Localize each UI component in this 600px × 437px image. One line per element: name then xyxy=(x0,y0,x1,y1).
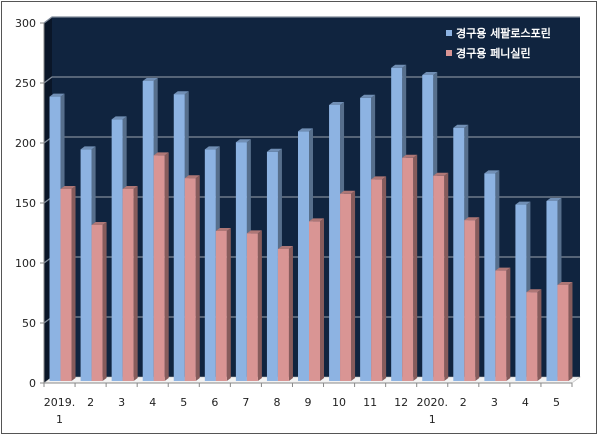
x-tick-label: 2020. xyxy=(416,396,448,409)
x-tick-label: 9 xyxy=(305,396,312,409)
y-tick-label: 50 xyxy=(22,317,36,330)
bar xyxy=(122,186,138,381)
bar xyxy=(433,172,449,381)
x-tick-label: 5 xyxy=(180,396,187,409)
x-tick-label: 3 xyxy=(118,396,125,409)
y-tick-label: 250 xyxy=(15,77,36,90)
bar xyxy=(464,217,480,381)
x-tick-label: 2019. xyxy=(44,396,76,409)
bar xyxy=(60,186,76,381)
y-tick-label: 0 xyxy=(29,377,36,390)
bar xyxy=(557,282,573,381)
y-tick-label: 300 xyxy=(15,17,36,30)
x-tick-label: 8 xyxy=(273,396,280,409)
x-tick-label: 12 xyxy=(394,396,408,409)
bar xyxy=(91,222,107,381)
bar xyxy=(277,246,293,381)
x-tick-label: 1 xyxy=(56,413,63,426)
legend-swatch xyxy=(446,50,452,56)
bar xyxy=(526,289,542,381)
bar xyxy=(215,228,231,381)
x-tick-label: 3 xyxy=(491,396,498,409)
x-tick-label: 1 xyxy=(429,413,436,426)
x-tick-label: 5 xyxy=(553,396,560,409)
y-tick-label: 150 xyxy=(15,197,36,210)
y-axis: 0 50 100 150 200 250 300 xyxy=(15,17,45,390)
bar xyxy=(495,267,511,381)
x-tick-label: 7 xyxy=(242,396,249,409)
x-tick-label: 10 xyxy=(332,396,346,409)
legend-label: 경구용 세팔로스포린 xyxy=(456,26,551,40)
x-tick-label: 4 xyxy=(522,396,529,409)
bar xyxy=(340,190,356,381)
x-tick-label: 2 xyxy=(87,396,94,409)
bar xyxy=(371,176,387,381)
bar xyxy=(246,230,262,381)
y-tick-label: 100 xyxy=(15,257,36,270)
legend-label: 경구용 페니실린 xyxy=(456,46,531,60)
x-axis: 2019.12 3 4 5 6 7 8 9 10 11 12 2020.12 3 4 5 xyxy=(43,382,573,426)
bar xyxy=(153,152,169,381)
legend-swatch xyxy=(446,30,452,36)
bar xyxy=(309,218,324,381)
y-tick-label: 200 xyxy=(15,137,36,150)
x-tick-label: 4 xyxy=(149,396,156,409)
bars xyxy=(49,64,573,382)
x-tick-label: 6 xyxy=(211,396,218,409)
x-tick-label: 2 xyxy=(460,396,467,409)
x-tick-label: 11 xyxy=(363,396,377,409)
bar xyxy=(402,154,418,381)
bar xyxy=(184,175,200,381)
